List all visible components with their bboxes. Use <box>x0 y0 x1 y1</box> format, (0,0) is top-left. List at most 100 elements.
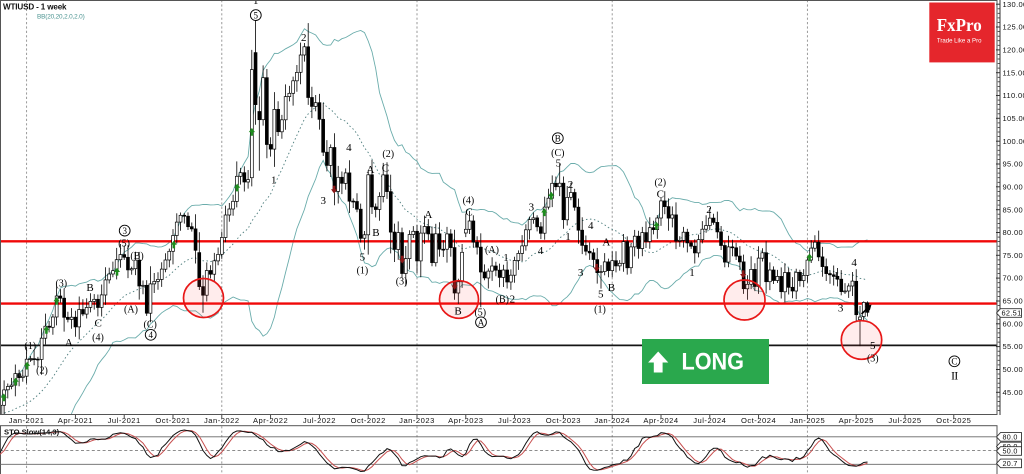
svg-text:130.00: 130.00 <box>1003 0 1024 9</box>
svg-text:FxPro: FxPro <box>937 15 982 35</box>
svg-text:Jan-2023: Jan-2023 <box>399 416 435 425</box>
svg-text:85.00: 85.00 <box>1003 205 1024 214</box>
svg-text:(5): (5) <box>118 239 130 250</box>
svg-text:3: 3 <box>529 202 535 214</box>
svg-text:(2): (2) <box>654 177 666 188</box>
svg-text:C: C <box>382 162 389 174</box>
svg-text:A: A <box>424 209 432 221</box>
svg-text:Apr-2024: Apr-2024 <box>643 416 678 425</box>
svg-text:Apr-2022: Apr-2022 <box>253 416 288 425</box>
svg-text:Apr-2021: Apr-2021 <box>58 416 93 425</box>
svg-text:A: A <box>478 318 485 328</box>
svg-text:C: C <box>657 188 664 200</box>
svg-text:2: 2 <box>510 294 516 306</box>
svg-text:B: B <box>454 306 461 318</box>
svg-text:(B): (B) <box>496 294 509 305</box>
svg-text:Oct-2025: Oct-2025 <box>936 416 971 425</box>
svg-text:C: C <box>95 318 102 330</box>
svg-text:Trade Like a Pro: Trade Like a Pro <box>937 38 982 45</box>
svg-text:(A): (A) <box>485 245 499 256</box>
svg-text:(5): (5) <box>474 307 486 318</box>
svg-text:A: A <box>602 237 610 249</box>
svg-text:(2): (2) <box>382 149 394 160</box>
svg-text:Jan-2022: Jan-2022 <box>204 416 240 425</box>
svg-text:(A): (A) <box>124 305 138 316</box>
svg-text:55.00: 55.00 <box>1003 342 1024 351</box>
svg-text:115.00: 115.00 <box>1003 68 1024 77</box>
svg-text:Oct-2021: Oct-2021 <box>155 416 190 425</box>
svg-text:5: 5 <box>360 252 366 264</box>
svg-text:(1): (1) <box>24 341 36 352</box>
svg-text:2: 2 <box>568 179 574 191</box>
svg-text:B: B <box>372 227 379 239</box>
svg-text:(4): (4) <box>463 195 475 206</box>
svg-text:5: 5 <box>598 289 604 301</box>
svg-text:(C): (C) <box>551 148 564 159</box>
svg-text:20.7: 20.7 <box>1003 459 1018 468</box>
svg-text:LONG: LONG <box>682 348 745 375</box>
svg-text:105.00: 105.00 <box>1003 114 1024 123</box>
svg-text:1: 1 <box>271 175 277 187</box>
svg-text:Jul-2022: Jul-2022 <box>303 416 336 425</box>
svg-text:Apr-2025: Apr-2025 <box>839 416 874 425</box>
svg-text:3: 3 <box>838 303 844 315</box>
svg-text:(1): (1) <box>357 266 369 277</box>
svg-text:B: B <box>555 133 561 143</box>
svg-text:A: A <box>367 164 375 176</box>
svg-text:(C): (C) <box>144 319 157 330</box>
svg-text:90.00: 90.00 <box>1003 182 1024 191</box>
svg-text:3: 3 <box>578 267 584 279</box>
svg-text:3: 3 <box>320 195 326 207</box>
svg-text:Jul-2021: Jul-2021 <box>108 416 141 425</box>
svg-text:4: 4 <box>588 220 594 232</box>
svg-text:80.00: 80.00 <box>1003 228 1024 237</box>
svg-text:50.0: 50.0 <box>1003 447 1018 456</box>
svg-text:Oct-2024: Oct-2024 <box>741 416 776 425</box>
svg-text:Jan-2025: Jan-2025 <box>790 416 826 425</box>
svg-text:5: 5 <box>254 10 259 20</box>
svg-text:(3): (3) <box>396 276 408 287</box>
svg-text:(B): (B) <box>130 251 143 262</box>
svg-text:Oct-2022: Oct-2022 <box>351 416 386 425</box>
svg-text:C: C <box>951 357 957 367</box>
svg-text:75.00: 75.00 <box>1003 251 1024 260</box>
svg-text:50.00: 50.00 <box>1003 365 1024 374</box>
svg-text:1: 1 <box>253 0 259 7</box>
svg-text:4: 4 <box>148 330 153 340</box>
svg-text:Jul-2025: Jul-2025 <box>888 416 921 425</box>
svg-text:(1): (1) <box>594 304 606 315</box>
svg-text:B: B <box>86 282 93 294</box>
svg-text:4: 4 <box>346 142 352 154</box>
svg-text:45.00: 45.00 <box>1003 388 1024 397</box>
svg-text:Jan-2024: Jan-2024 <box>594 416 630 425</box>
svg-text:120.00: 120.00 <box>1003 46 1024 55</box>
svg-text:125.00: 125.00 <box>1003 23 1024 32</box>
svg-text:4: 4 <box>851 257 857 269</box>
svg-text:Jul-2024: Jul-2024 <box>693 416 726 425</box>
svg-text:65.00: 65.00 <box>1003 297 1024 306</box>
svg-text:(3): (3) <box>55 279 67 290</box>
svg-text:2: 2 <box>706 204 712 216</box>
svg-text:(3): (3) <box>867 354 879 365</box>
svg-text:STO Slow(14,3): STO Slow(14,3) <box>4 428 60 437</box>
svg-text:110.00: 110.00 <box>1003 91 1024 100</box>
svg-text:B: B <box>608 282 615 294</box>
svg-text:Apr-2023: Apr-2023 <box>448 416 483 425</box>
svg-text:1: 1 <box>834 271 839 282</box>
svg-text:5: 5 <box>870 340 876 352</box>
svg-text:BB(20,20,2.0,2.0): BB(20,20,2.0,2.0) <box>37 14 85 21</box>
svg-text:95.00: 95.00 <box>1003 160 1024 169</box>
svg-text:4: 4 <box>538 245 544 257</box>
svg-text:5: 5 <box>556 158 562 170</box>
svg-text:1: 1 <box>503 252 509 264</box>
svg-text:A: A <box>65 337 73 349</box>
svg-text:Jul-2023: Jul-2023 <box>498 416 531 425</box>
svg-text:2: 2 <box>301 32 307 44</box>
svg-text:Jan-2021: Jan-2021 <box>9 416 45 425</box>
svg-text:80.0: 80.0 <box>1003 433 1018 442</box>
svg-text:1: 1 <box>689 267 695 279</box>
svg-text:WTIUSD - 1 week: WTIUSD - 1 week <box>3 3 67 12</box>
svg-text:100.00: 100.00 <box>1003 137 1024 146</box>
svg-text:II: II <box>951 370 958 382</box>
svg-text:(2): (2) <box>36 366 48 377</box>
